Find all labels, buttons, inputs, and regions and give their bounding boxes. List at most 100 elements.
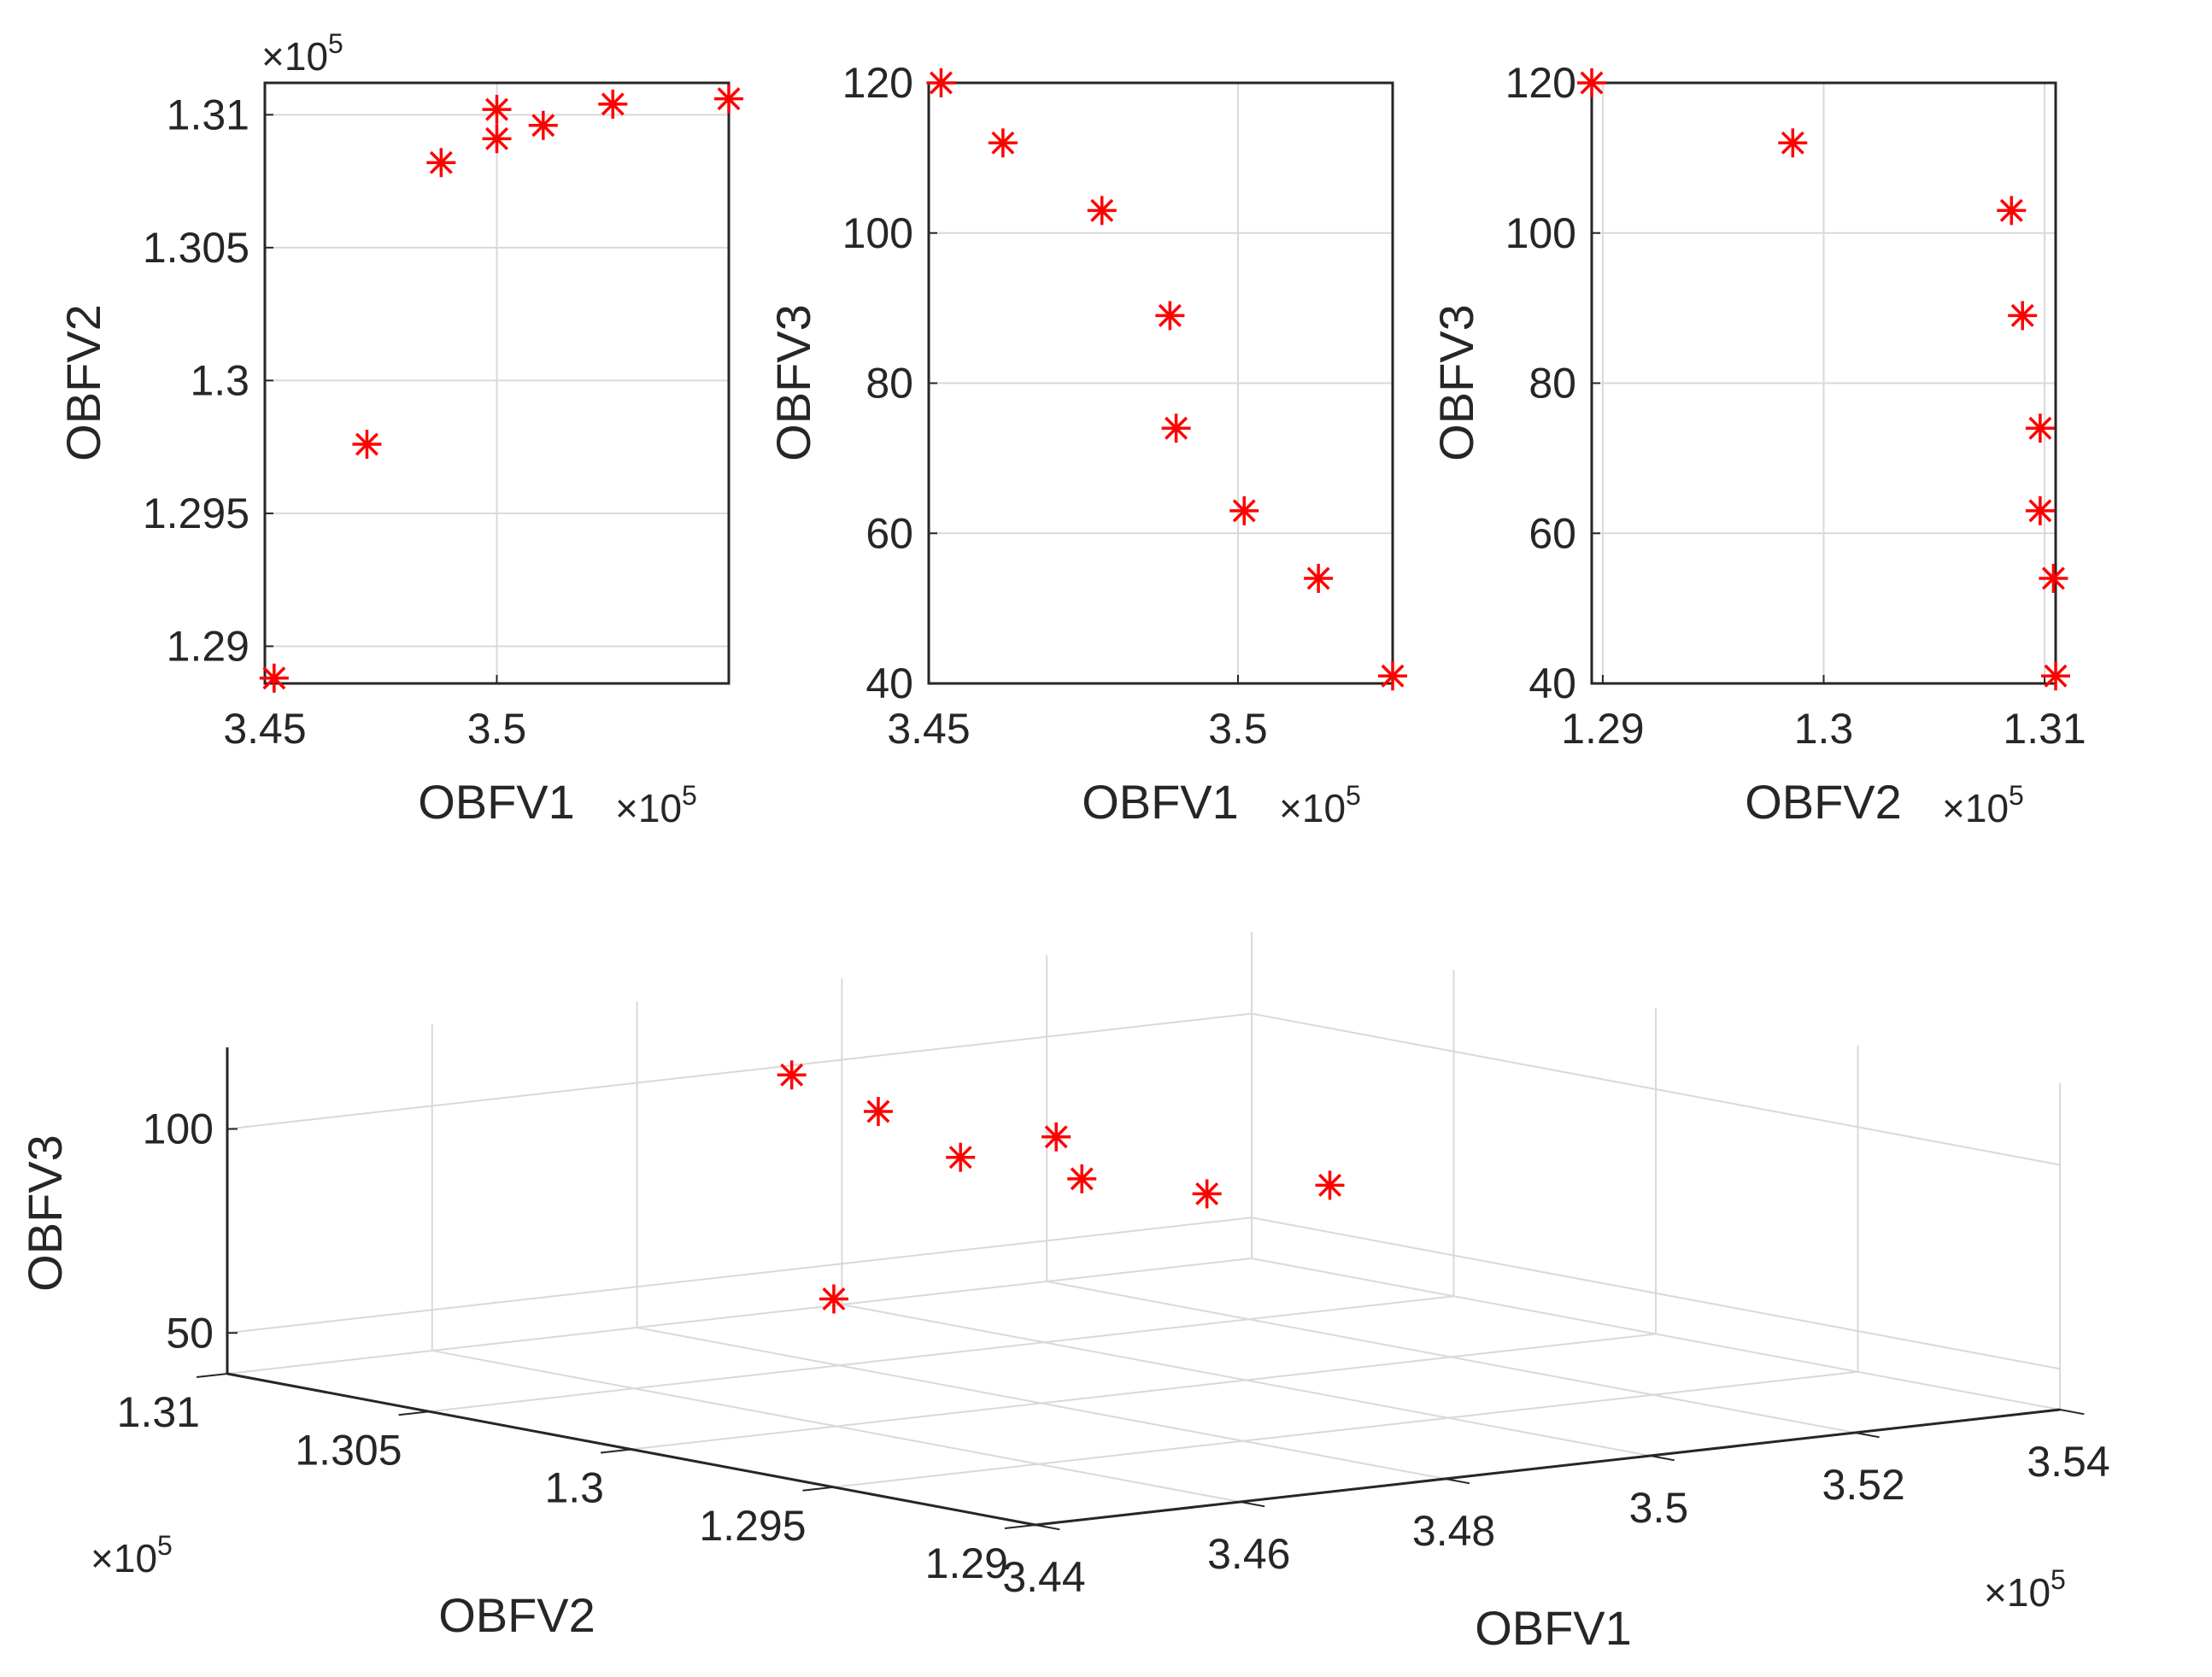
x-tick-label: 3.45 <box>223 705 306 753</box>
y-tick-label: 1.29 <box>925 1539 1008 1587</box>
data-point <box>1161 413 1191 443</box>
floor-gridline-y <box>429 1295 1454 1413</box>
y-tick-label: 1.305 <box>295 1426 402 1474</box>
x-axis-label: OBFV1 <box>418 775 575 829</box>
y-axis-label: OBFV2 <box>56 304 110 461</box>
x-exponent-label: ×105 <box>1984 1564 2066 1615</box>
y-axis-label: OBFV3 <box>766 304 820 461</box>
data-point <box>1997 196 2027 226</box>
data-point <box>777 1060 807 1090</box>
x-exponent-label: ×105 <box>1279 780 1361 830</box>
data-point <box>2025 413 2055 443</box>
x-tick-label: 1.31 <box>2003 705 2086 753</box>
data-point <box>714 84 743 114</box>
y-tick-mark <box>802 1486 834 1492</box>
z-axis-label: OBFV3 <box>18 1135 72 1292</box>
y-exponent-label: ×105 <box>91 1530 173 1580</box>
floor-gridline-y <box>833 1370 1858 1488</box>
panel-obfv2-vs-obfv1: 3.45 3.5 1.29 1.295 1.3 1.305 1.31 OBFV1 OBFV2… <box>56 28 743 830</box>
y-tick-label: 100 <box>1505 209 1576 257</box>
y-tick-label: 1.29 <box>167 622 249 670</box>
x-tick-label: 3.5 <box>1208 705 1268 753</box>
y-axis-label: OBFV2 <box>438 1588 596 1642</box>
x-tick-mark <box>1650 1455 1675 1462</box>
y-axis-label: OBFV3 <box>1429 304 1483 461</box>
data-point <box>863 1096 893 1126</box>
data-point <box>598 89 628 119</box>
x-tick-label: 3.5 <box>467 705 527 753</box>
side-gridline-z <box>1251 1012 2061 1166</box>
y-tick-label: 80 <box>1528 360 1576 408</box>
x-axis-line <box>1035 1408 2061 1527</box>
y-tick-label: 60 <box>1528 509 1576 557</box>
z-tick-label: 100 <box>143 1105 214 1153</box>
data-point <box>1067 1164 1097 1193</box>
data-point <box>1304 563 1334 593</box>
y-tick-mark <box>398 1410 430 1416</box>
data-point <box>259 663 289 693</box>
panel-3d-scatter: 3.44 3.46 3.48 3.5 3.52 3.54 1.29 1.295 1.3 1.305… <box>18 932 2110 1655</box>
panel-obfv3-vs-obfv2: 1.29 1.3 1.31 40 60 80 100 120 OBFV2 OBFV3 ×105 <box>1429 59 2086 830</box>
data-point <box>926 68 956 97</box>
wall-gridline-z <box>226 1217 1253 1334</box>
y-tick-label: 40 <box>1528 660 1576 707</box>
y-tick-label: 1.305 <box>143 224 249 272</box>
x-tick-mark <box>1855 1432 1880 1439</box>
x-tick-label: 1.29 <box>1561 705 1644 753</box>
data-point <box>482 124 512 154</box>
y-tick-label: 100 <box>842 209 913 257</box>
data-point <box>352 430 382 460</box>
x-tick-label: 3.54 <box>2027 1438 2109 1486</box>
data-point <box>482 95 512 125</box>
x-axis-label: OBFV1 <box>1082 775 1239 829</box>
panel-obfv3-vs-obfv1: 3.45 3.5 40 60 80 100 120 OBFV1 OBFV3 ×105 <box>766 59 1407 830</box>
wall-gridline-z <box>226 1012 1253 1130</box>
y-tick-mark <box>600 1448 632 1454</box>
data-point <box>1315 1170 1345 1200</box>
data-point <box>1192 1179 1222 1209</box>
y-exponent-label: ×105 <box>261 28 343 79</box>
y-tick-label: 1.3 <box>544 1464 604 1512</box>
x-exponent-label: ×105 <box>1942 780 2024 830</box>
x-tick-mark <box>1445 1478 1470 1485</box>
y-tick-mark <box>196 1373 228 1379</box>
y-tick-label: 1.295 <box>699 1502 806 1550</box>
data-point <box>988 128 1018 158</box>
z-tick-label: 50 <box>166 1309 214 1357</box>
data-point <box>1087 196 1117 226</box>
x-tick-label: 3.48 <box>1412 1507 1495 1555</box>
x-tick-label: 3.45 <box>887 705 970 753</box>
data-point <box>2039 563 2068 593</box>
floor-gridline-y <box>631 1333 1657 1451</box>
data-point <box>2008 301 2038 331</box>
data-point <box>2025 495 2055 525</box>
x-tick-label: 3.44 <box>1002 1553 1085 1601</box>
x-tick-label: 3.52 <box>1822 1461 1905 1509</box>
y-tick-label: 120 <box>1505 59 1576 107</box>
data-point <box>426 148 456 178</box>
x-tick-mark <box>2059 1409 2085 1416</box>
side-gridline-z <box>1251 1217 2061 1370</box>
x-tick-mark <box>1240 1501 1265 1508</box>
y-tick-label: 1.31 <box>167 91 249 138</box>
x-tick-label: 3.46 <box>1207 1530 1290 1578</box>
data-point <box>1041 1122 1071 1152</box>
y-tick-label: 40 <box>865 660 913 707</box>
x-tick-label: 1.3 <box>1794 705 1854 753</box>
data-point <box>818 1284 848 1314</box>
data-point <box>1577 68 1606 97</box>
y-tick-label: 60 <box>865 509 913 557</box>
y-tick-mark <box>1004 1524 1036 1530</box>
data-point <box>2041 661 2070 691</box>
data-point <box>1378 661 1407 691</box>
x-tick-mark <box>1035 1524 1060 1531</box>
data-point <box>528 110 558 140</box>
x-exponent-label: ×105 <box>615 780 697 830</box>
data-point <box>1229 495 1259 525</box>
y-tick-label: 80 <box>865 360 913 408</box>
y-tick-label: 120 <box>842 59 913 107</box>
x-axis-label: OBFV2 <box>1745 775 1902 829</box>
y-tick-label: 1.31 <box>117 1388 200 1436</box>
data-point <box>1155 301 1185 331</box>
x-axis-label: OBFV1 <box>1475 1601 1632 1655</box>
